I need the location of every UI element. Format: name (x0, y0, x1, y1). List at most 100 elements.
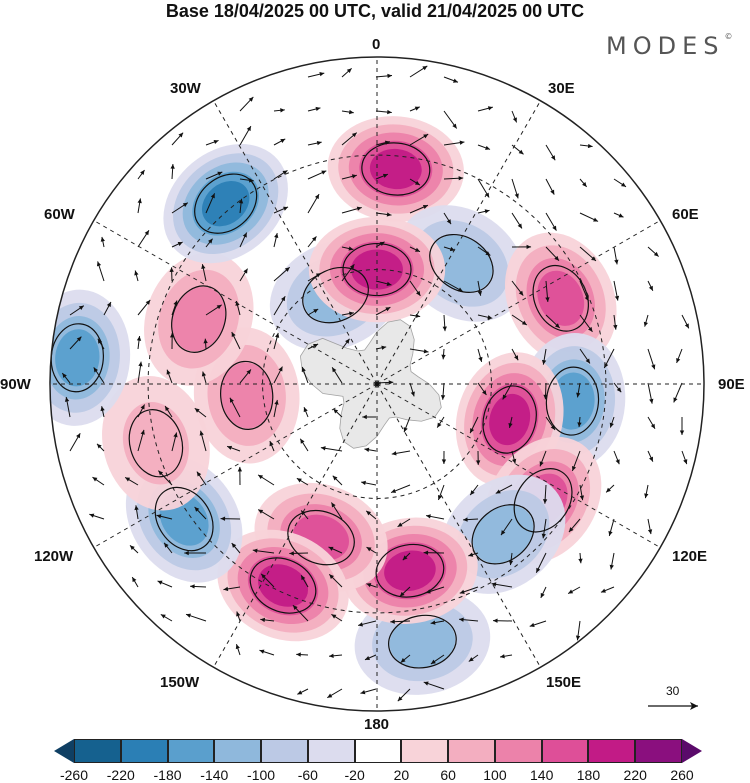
colorbar-tick-label: 100 (483, 767, 507, 783)
wind-arrow (493, 618, 513, 623)
colorbar-tick-label: 220 (623, 767, 647, 783)
wind-arrow (320, 446, 343, 452)
wind-arrow (341, 311, 354, 316)
wind-arrow (541, 348, 547, 365)
wind-arrow (231, 542, 241, 554)
wind-arrow (273, 138, 286, 146)
colorbar-tick-label: -100 (247, 767, 276, 783)
wind-arrow (259, 649, 275, 656)
wind-arrow (390, 619, 411, 624)
wind-arrow (681, 314, 690, 329)
wind-arrow (229, 397, 241, 418)
contour-line (471, 504, 535, 565)
wind-arrow (442, 314, 447, 332)
contour-line (249, 557, 317, 614)
wind-arrow (459, 617, 479, 622)
colorbar-tick-label: -180 (153, 767, 182, 783)
wind-arrow (307, 72, 325, 78)
wind-arrow (511, 348, 519, 361)
wind-arrow (608, 518, 615, 537)
wind-arrow (511, 314, 528, 326)
wind-arrow (443, 140, 465, 146)
wind-arrow (96, 261, 105, 282)
wind-arrow (330, 502, 343, 520)
contour-line (482, 385, 537, 454)
wind-arrow (609, 416, 615, 428)
wind-arrow (545, 280, 550, 302)
meridian-line (93, 220, 378, 385)
wind-arrow (273, 295, 286, 316)
wind-arrow (430, 654, 445, 665)
wind-arrow (579, 212, 599, 222)
wind-arrow (273, 108, 285, 113)
wind-arrow (409, 106, 420, 112)
lon-label-150e: 150E (546, 674, 582, 691)
wind-arrow (137, 299, 151, 316)
wind-arrow (647, 280, 654, 291)
colorbar-tick-label: -60 (297, 767, 318, 783)
wind-arrow (96, 443, 105, 452)
wind-arrow (292, 604, 309, 622)
wind-arrow (61, 372, 71, 384)
lon-label-150w: 150W (160, 674, 200, 691)
wind-arrow (613, 314, 618, 330)
wind-arrow (571, 450, 581, 472)
colorbar-swatch (307, 739, 355, 763)
lon-label-120w: 120W (34, 548, 74, 565)
anomaly-level (389, 615, 456, 668)
wind-arrow (443, 176, 464, 181)
colorbar-max-extension (682, 739, 702, 763)
wind-arrow (477, 280, 482, 296)
wind-arrow (409, 204, 429, 214)
reference-vector-label: 30 (666, 684, 680, 698)
anomaly-level (537, 270, 585, 326)
colorbar-tick-label: 140 (530, 767, 554, 783)
colorbar (54, 739, 702, 763)
wind-arrow (169, 267, 174, 282)
wind-arrow (201, 264, 207, 282)
wind-arrow (440, 382, 446, 400)
wind-arrow (425, 514, 445, 520)
wind-arrow (511, 280, 524, 296)
south-pole-marker (374, 381, 380, 387)
colorbar-swatch (120, 739, 168, 763)
wind-arrow (362, 414, 377, 420)
colorbar-min-extension (54, 739, 74, 763)
colorbar-swatch (541, 739, 589, 763)
lon-label-60w: 60W (44, 206, 75, 223)
wind-arrow (397, 688, 411, 702)
wind-arrow (613, 178, 627, 188)
wind-arrow (469, 484, 479, 496)
antarctica-shape (299, 319, 442, 449)
meridian-line (376, 383, 661, 548)
wind-arrow (341, 206, 362, 214)
wind-arrow (545, 178, 555, 195)
wind-arrow (341, 174, 357, 180)
wind-arrow (273, 232, 279, 248)
colorbar-swatch (635, 739, 682, 763)
wind-arrow (157, 580, 173, 588)
wind-arrow (166, 369, 173, 384)
wind-arrow (391, 450, 411, 456)
wind-arrow (647, 416, 656, 429)
wind-arrow (400, 654, 411, 663)
lon-label-0: 0 (372, 36, 381, 53)
wind-arrow (545, 212, 557, 231)
wind-arrow (205, 238, 213, 248)
wind-arrow (235, 644, 241, 656)
wind-arrow (409, 313, 421, 319)
wind-arrow (578, 552, 583, 564)
meridian-line (213, 100, 378, 385)
wind-arrow (333, 408, 343, 418)
wind-arrow (185, 613, 207, 622)
wind-arrow (409, 246, 421, 253)
anomaly-level (55, 329, 100, 387)
wind-arrow (239, 125, 252, 146)
wind-arrow (239, 232, 248, 248)
wind-arrow (169, 332, 175, 350)
wind-arrow (307, 140, 322, 146)
wind-arrow (300, 574, 309, 588)
wind-arrow (296, 477, 309, 486)
wind-arrow (361, 480, 377, 486)
